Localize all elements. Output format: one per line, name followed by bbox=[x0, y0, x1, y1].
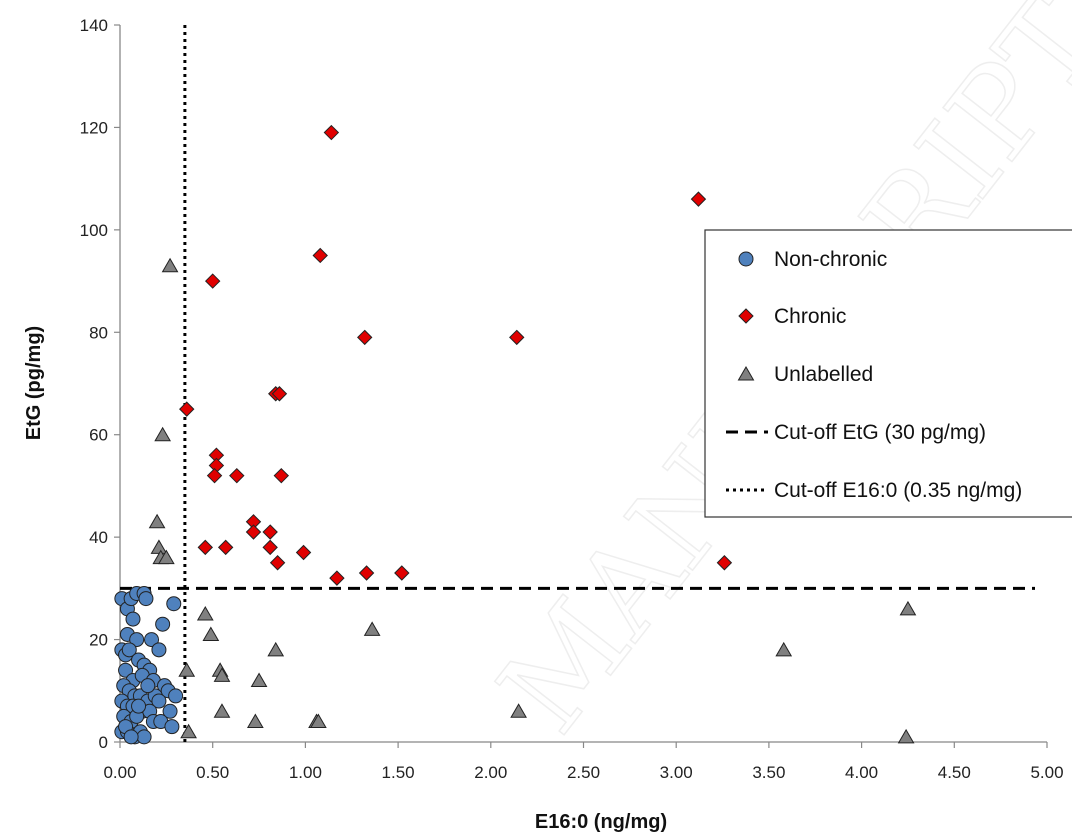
non-chronic-point bbox=[151, 693, 167, 709]
x-tick-label: 5.00 bbox=[1030, 763, 1063, 782]
chronic-point bbox=[179, 401, 195, 417]
x-tick-label: 4.50 bbox=[938, 763, 971, 782]
chronic-point bbox=[323, 124, 340, 141]
chronic-point bbox=[204, 273, 221, 289]
chronic-point bbox=[716, 555, 733, 571]
chronic-point bbox=[690, 191, 707, 207]
non-chronic-point bbox=[140, 678, 156, 694]
chronic-point bbox=[509, 329, 525, 346]
chronic-point bbox=[262, 539, 278, 556]
legend-marker-non-chronic bbox=[738, 251, 754, 267]
non-chronic-point bbox=[125, 611, 141, 627]
unlabelled-point bbox=[899, 600, 917, 616]
unlabelled-point bbox=[897, 728, 915, 744]
unlabelled-point bbox=[250, 672, 268, 688]
chronic-point bbox=[245, 524, 262, 540]
y-tick-label: 140 bbox=[80, 16, 108, 35]
chronic-point bbox=[197, 539, 213, 556]
x-tick-label: 3.50 bbox=[752, 763, 785, 782]
legend-label: Unlabelled bbox=[774, 363, 873, 386]
legend-marker-chronic bbox=[738, 308, 754, 324]
reference-lines bbox=[120, 25, 1035, 742]
chronic-point bbox=[262, 524, 278, 540]
legend-label: Cut-off EtG (30 pg/mg) bbox=[774, 421, 986, 444]
chronic-point bbox=[312, 247, 328, 264]
unlabelled-point bbox=[246, 713, 264, 729]
y-tick-label: 60 bbox=[89, 426, 108, 445]
y-tick-label: 80 bbox=[89, 323, 108, 342]
non-chronic-point bbox=[164, 719, 180, 735]
chronic-point bbox=[273, 467, 290, 484]
non-chronic-point bbox=[131, 698, 147, 714]
non-chronic-point bbox=[162, 703, 178, 719]
chronic-point bbox=[295, 544, 312, 561]
unlabelled-point bbox=[196, 605, 214, 621]
legend-label: Non-chronic bbox=[774, 248, 887, 271]
y-tick-label: 40 bbox=[89, 528, 108, 547]
chronic-point bbox=[358, 565, 375, 581]
unlabelled-point bbox=[150, 539, 168, 554]
y-tick-label: 100 bbox=[80, 221, 108, 240]
x-axis-title: E16:0 (ng/mg) bbox=[535, 811, 667, 833]
y-axis-title: EtG (pg/mg) bbox=[23, 326, 45, 440]
unlabelled-point bbox=[310, 713, 327, 729]
unlabelled-point bbox=[154, 426, 172, 442]
x-tick-label: 1.50 bbox=[382, 763, 415, 782]
y-tick-label: 20 bbox=[89, 631, 108, 650]
unlabelled-point bbox=[213, 667, 231, 682]
chronic-point bbox=[229, 467, 245, 484]
unlabelled-point bbox=[775, 641, 793, 657]
unlabelled-point bbox=[178, 662, 196, 677]
chronic-point bbox=[269, 555, 286, 571]
non-chronic-point bbox=[151, 642, 167, 658]
x-tick-label: 3.00 bbox=[660, 763, 693, 782]
data-points bbox=[114, 124, 917, 745]
y-tick-label: 120 bbox=[80, 118, 108, 137]
chronic-point bbox=[217, 539, 234, 556]
unlabelled-point bbox=[213, 703, 231, 718]
non-chronic-point bbox=[118, 662, 134, 678]
non-chronic-point bbox=[144, 632, 160, 648]
legend: Non-chronic Chronic Unlabelled Cut-off EtG … bbox=[704, 229, 1072, 518]
y-tick-label: 0 bbox=[99, 733, 108, 752]
legend-label: Chronic bbox=[774, 305, 846, 328]
non-chronic-point bbox=[136, 729, 152, 745]
unlabelled-point bbox=[202, 626, 220, 641]
x-axis-ticks: 0.00 0.50 1.00 1.50 2.00 2.50 3.00 3.50 4.00 4.50… bbox=[103, 742, 1064, 782]
y-axis-ticks: 0 20 40 60 80 100 120 140 bbox=[80, 16, 120, 752]
chronic-point bbox=[329, 570, 345, 586]
unlabelled-point bbox=[510, 703, 527, 718]
unlabelled-point bbox=[180, 723, 197, 739]
unlabelled-point bbox=[157, 549, 175, 565]
chronic-point bbox=[394, 565, 410, 581]
non-chronic-point bbox=[121, 642, 137, 658]
chronic-point bbox=[206, 467, 223, 484]
non-chronic-point bbox=[138, 591, 154, 607]
unlabelled-point bbox=[267, 641, 285, 657]
non-chronic-point bbox=[129, 632, 145, 648]
chronic-point bbox=[271, 386, 288, 402]
non-chronic-point bbox=[155, 616, 171, 632]
legend-box bbox=[704, 229, 1072, 518]
non-chronic-point bbox=[123, 729, 139, 745]
x-tick-label: 2.00 bbox=[474, 763, 507, 782]
non-chronic-point bbox=[168, 688, 184, 704]
non-chronic-point bbox=[166, 596, 182, 612]
unlabelled-point bbox=[363, 621, 381, 636]
chronic-point bbox=[357, 329, 373, 346]
unlabelled-point bbox=[148, 513, 166, 529]
unlabelled-point bbox=[161, 257, 179, 273]
legend-marker-unlabelled bbox=[737, 365, 755, 381]
x-tick-label: 2.50 bbox=[567, 763, 600, 782]
x-tick-label: 0.00 bbox=[103, 763, 136, 782]
legend-label: Cut-off E16:0 (0.35 ng/mg) bbox=[774, 479, 1022, 502]
x-tick-label: 1.00 bbox=[289, 763, 322, 782]
x-tick-label: 0.50 bbox=[196, 763, 229, 782]
x-tick-label: 4.00 bbox=[845, 763, 878, 782]
